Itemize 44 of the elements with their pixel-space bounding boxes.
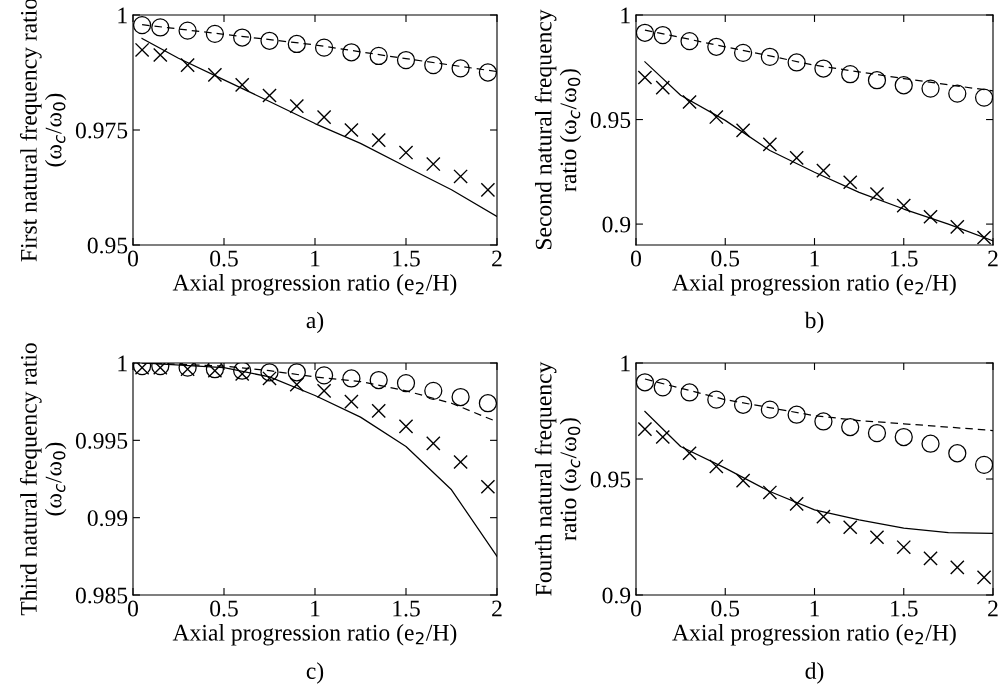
y-tick-label: 0.99 (87, 510, 128, 527)
x-tick-label: 0 (631, 250, 641, 267)
text: b) (804, 311, 824, 334)
x-tick-label: 1 (810, 250, 819, 267)
x-tick-label: 2 (988, 600, 998, 617)
x-tick-label: 1 (311, 250, 320, 267)
x-tick-label: 1.5 (891, 600, 918, 617)
x-tick-label: 0 (128, 600, 138, 617)
x-tick-label: 1.5 (393, 250, 420, 267)
x-axis-title: Axial progression ratio (e$_{2}$/H) (672, 624, 956, 646)
x-tick-label: 2 (492, 600, 502, 617)
text: d) (805, 662, 824, 684)
x-tick-label: 1 (311, 600, 320, 617)
x-tick-label: 0.5 (210, 250, 238, 267)
y-axis-title: Third natural frequency ratio (ω$_{c}$/ω$_{0}$) (19, 343, 67, 616)
x-tick-label: 2 (988, 250, 998, 267)
x-tick-label: 0 (128, 250, 138, 267)
y-tick-label: 0.995 (75, 432, 128, 449)
y-tick-label: 0.95 (590, 471, 631, 488)
y-axis-title: Second natural frequency ratio (ω$_{c}$/ω$_{0}$) (534, 9, 582, 250)
y-tick-label: 0.975 (75, 122, 128, 139)
x-tick-label: 0 (631, 600, 641, 617)
y-tick-label: 0.95 (590, 112, 631, 129)
y-axis-title: Fourth natural frequency ratio (ω$_{c}$/ω$_{0}$) (534, 361, 582, 596)
y-tick-label: 1 (118, 7, 127, 24)
x-tick-label: 1 (810, 600, 819, 617)
x-tick-label: 0.5 (711, 600, 740, 617)
y-tick-label: 1 (621, 355, 630, 372)
y-tick-label: 1 (621, 7, 630, 24)
x-tick-label: 1.5 (393, 600, 420, 617)
x-tick-label: 2 (492, 250, 502, 267)
y-tick-label: 0.9 (602, 216, 631, 233)
x-axis-title: Axial progression ratio (e$_{2}$/H) (172, 274, 457, 296)
text: c) (306, 662, 324, 684)
x-tick-label: 0.5 (210, 600, 238, 617)
x-tick-label: 1.5 (891, 250, 918, 267)
y-tick-label: 0.95 (87, 237, 128, 254)
x-axis-title: Axial progression ratio (e$_{2}$/H) (672, 274, 956, 296)
text: a) (306, 311, 324, 334)
x-tick-label: 0.5 (711, 250, 740, 267)
y-tick-label: 0.985 (75, 587, 128, 604)
y-tick-label: 1 (118, 355, 127, 372)
y-tick-label: 0.9 (602, 587, 631, 604)
x-axis-title: Axial progression ratio (e$_{2}$/H) (172, 624, 457, 646)
